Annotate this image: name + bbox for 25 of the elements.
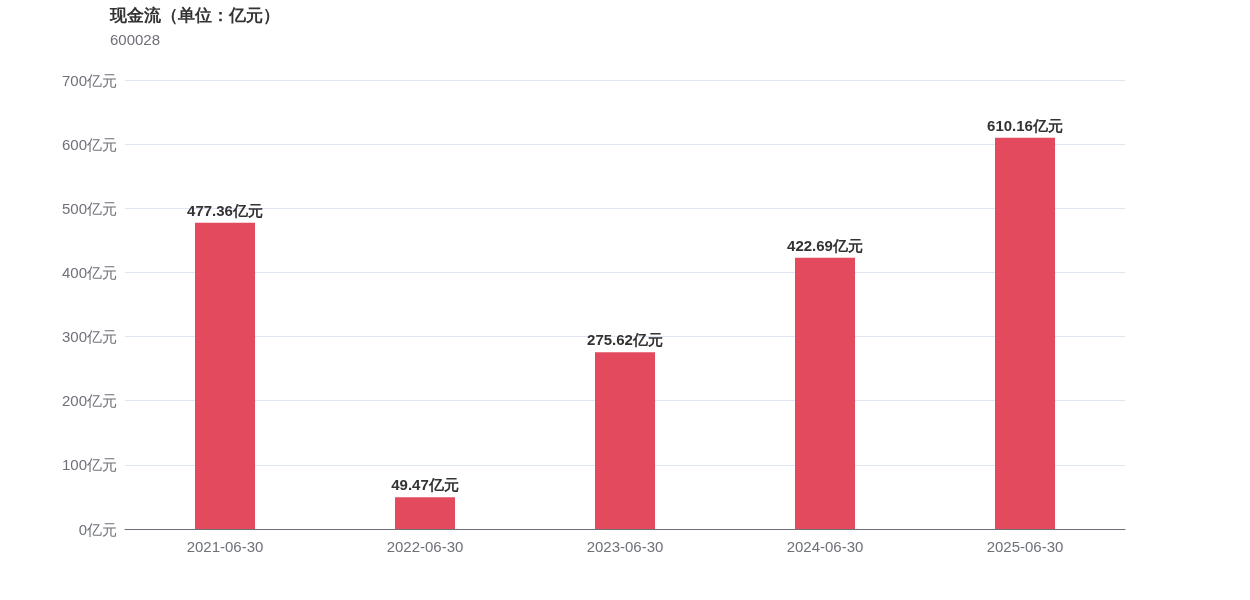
bar	[995, 137, 1055, 529]
chart-subtitle: 600028	[110, 31, 161, 48]
y-tick-label: 500亿元	[61, 199, 117, 217]
data-label: 49.47亿元	[391, 476, 459, 494]
data-label: 275.62亿元	[587, 331, 663, 349]
x-tick-label: 2025-06-30	[986, 538, 1064, 555]
y-tick-label: 600亿元	[61, 135, 117, 153]
y-tick-label: 300亿元	[61, 328, 117, 346]
x-tick-label: 2022-06-30	[386, 538, 464, 555]
bar	[195, 222, 255, 529]
y-tick-label: 700亿元	[61, 71, 117, 89]
chart-title: 现金流（单位：亿元）	[109, 6, 280, 25]
y-tick-label: 400亿元	[61, 263, 117, 281]
x-tick-label: 2021-06-30	[186, 538, 264, 555]
x-tick-label: 2023-06-30	[586, 538, 664, 555]
y-tick-label: 0亿元	[78, 520, 117, 538]
bar	[595, 352, 655, 529]
x-tick-label: 2024-06-30	[786, 538, 864, 555]
data-label: 422.69亿元	[787, 236, 863, 254]
data-label: 610.16亿元	[987, 116, 1063, 134]
data-label: 477.36亿元	[187, 201, 263, 219]
y-tick-label: 100亿元	[61, 456, 117, 474]
bar	[395, 497, 455, 529]
y-tick-label: 200亿元	[61, 392, 117, 410]
bar	[795, 257, 855, 529]
